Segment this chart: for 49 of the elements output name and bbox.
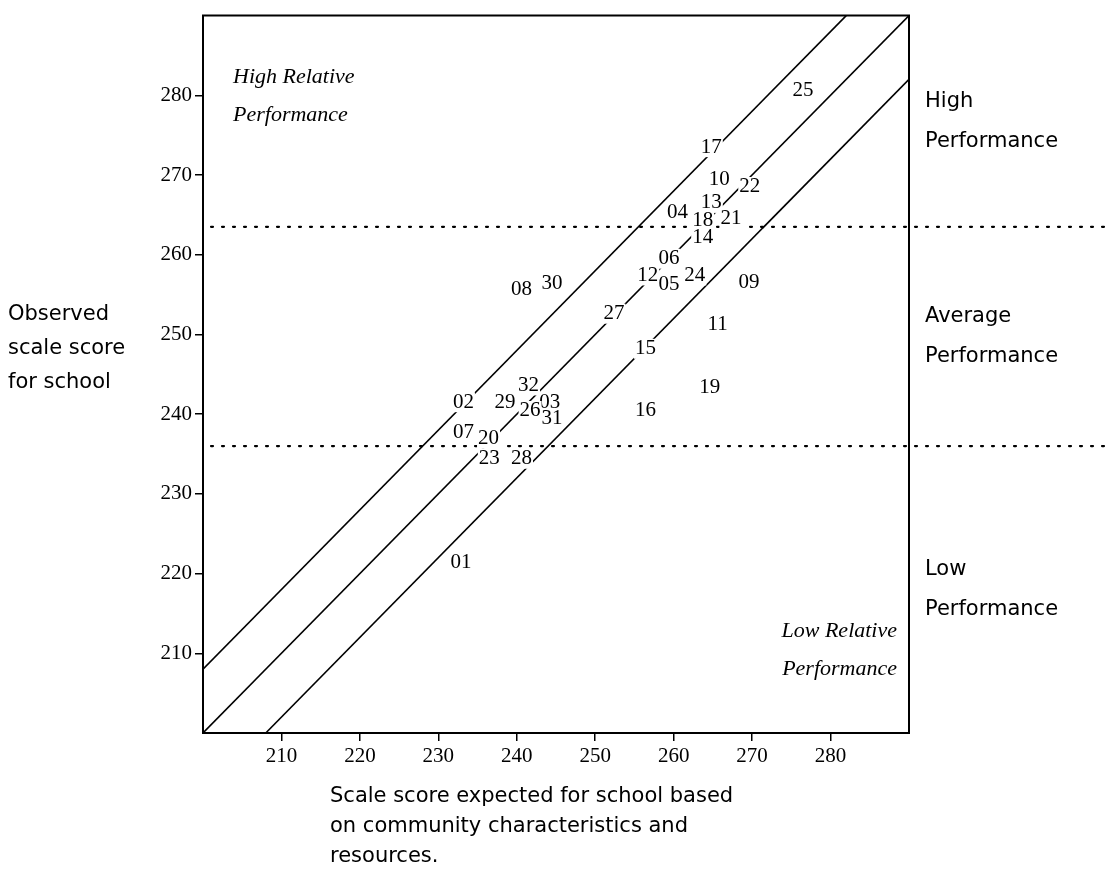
annotation: High Relative Performance — [232, 63, 355, 127]
x-tick-label: 250 — [579, 743, 611, 768]
y-tick-label: 210 — [160, 639, 192, 664]
annotation: 30 — [541, 269, 563, 294]
x-tick-label: 230 — [422, 743, 455, 768]
y-tick-label: 250 — [160, 320, 192, 345]
annotation: 17 — [700, 133, 722, 158]
y-tick-label: 260 — [160, 241, 192, 266]
annotation: 07 — [452, 419, 474, 443]
y-tick-label: 280 — [160, 81, 192, 106]
annotation: 21 — [720, 205, 742, 230]
annotation: 23 — [478, 445, 500, 470]
annotation: 08 — [510, 275, 532, 300]
annotation: 15 — [634, 335, 656, 360]
annotation: Low Relative Performance — [780, 616, 898, 680]
x-tick-label: 260 — [657, 743, 690, 768]
text: Average Performance — [925, 302, 1059, 367]
annotation: 10 — [708, 165, 730, 190]
y-axis-title: Observed scale score for school — [8, 300, 127, 395]
text: High Performance — [925, 87, 1059, 152]
annotation: 09 — [738, 269, 760, 294]
annotation: 28 — [510, 445, 532, 470]
y-tick-label: 220 — [160, 560, 192, 585]
annotation: 12 — [637, 261, 659, 286]
annotation: 25 — [792, 77, 814, 102]
annotation: 05 — [658, 270, 680, 295]
y-tick-label: 230 — [160, 480, 192, 505]
x-tick-label: 210 — [265, 743, 298, 768]
annotation: 01 — [450, 548, 472, 573]
annotation: 16 — [634, 397, 656, 422]
annotation: 27 — [603, 300, 625, 325]
y-tick-label: 240 — [160, 400, 192, 425]
annotation: 11 — [707, 310, 728, 335]
x-tick-label: 220 — [344, 743, 376, 768]
x-tick-label: 280 — [814, 743, 847, 768]
annotation: 29 — [494, 388, 516, 413]
x-axis-title: Scale score expected for school based on community characteristics and resources. — [330, 782, 735, 869]
annotation: 24 — [684, 261, 706, 286]
annotation: 06 — [658, 245, 680, 270]
annotation: 19 — [699, 373, 721, 398]
text: Low Performance — [925, 555, 1059, 620]
x-tick-label: 240 — [501, 743, 533, 768]
annotation: 26 — [519, 397, 541, 422]
annotation: 02 — [452, 388, 474, 413]
x-tick-label: 270 — [736, 743, 768, 768]
y-tick-label: 270 — [160, 161, 192, 186]
annotation: 32 — [518, 371, 540, 396]
annotation: 04 — [667, 199, 689, 223]
annotation: 22 — [739, 173, 761, 198]
